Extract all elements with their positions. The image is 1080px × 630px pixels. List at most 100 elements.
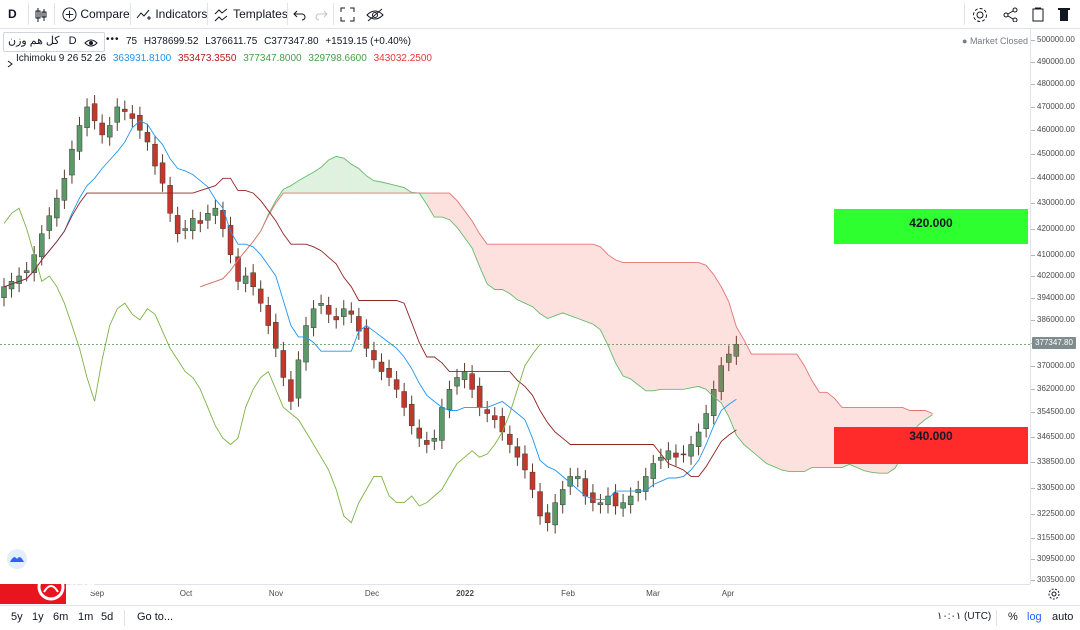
candle-body (544, 512, 551, 523)
percent-toggle[interactable]: % (1008, 611, 1018, 623)
range-1m[interactable]: 1m (78, 611, 94, 623)
toolbar-divider (964, 3, 965, 25)
more-dots-icon[interactable]: ••• (106, 34, 120, 45)
ichimoku-cloud-segment (743, 339, 752, 451)
tradingview-logo-icon[interactable] (6, 548, 28, 575)
range-5d[interactable]: 5d (101, 611, 114, 623)
tenkan-sen-line (3, 120, 737, 500)
templates-label: Templates (233, 7, 288, 21)
candle-body (658, 456, 664, 461)
ichimoku-cloud-segment (343, 158, 352, 194)
ichimoku-cloud-segment (706, 265, 714, 397)
undo-icon[interactable] (293, 4, 307, 24)
range-5y[interactable]: 5y (11, 611, 23, 623)
candle-body (220, 210, 226, 229)
ichimoku-label[interactable]: Ichimoku 9 26 52 26 (16, 53, 107, 64)
y-tick-label: 402000.00 (1037, 270, 1075, 280)
candle-body (597, 502, 604, 506)
ichimoku-cloud-segment (570, 244, 578, 319)
ichimoku-cloud-segment (804, 365, 812, 472)
price-axis[interactable]: 500000.00 490000.00 480000.00 470000.00 4600… (1030, 28, 1080, 584)
ichimoku-cloud-segment (675, 262, 684, 390)
candle-body (522, 453, 528, 471)
target-high-box[interactable]: 420.000 (834, 209, 1028, 244)
redo-icon[interactable] (314, 4, 328, 24)
candle-body (273, 322, 279, 349)
candle-body (174, 215, 181, 235)
range-1y[interactable]: 1y (32, 611, 44, 623)
candle-body (559, 489, 566, 506)
share-icon[interactable] (1003, 4, 1018, 24)
range-6m[interactable]: 6m (53, 611, 69, 623)
log-toggle[interactable]: log (1027, 611, 1042, 623)
timezone-label[interactable]: ۱۰:۰۱ (UTC) (937, 611, 992, 622)
y-tick-mark (1031, 558, 1035, 560)
auto-toggle[interactable]: auto (1052, 611, 1074, 623)
candle-body (582, 478, 589, 497)
candle-body (710, 389, 717, 416)
yjc-logo-icon (34, 570, 68, 609)
candle-body (182, 228, 188, 231)
y-tick-label: 440000.00 (1037, 173, 1075, 183)
symbol-name[interactable]: کل هم وزن (8, 35, 60, 47)
candle-body (257, 288, 264, 304)
trash-icon[interactable] (1058, 4, 1070, 24)
ichimoku-cloud-segment (691, 262, 699, 388)
ichimoku-cloud-segment (547, 244, 556, 319)
candle-body (665, 450, 672, 460)
ichimoku-cloud-segment (736, 326, 744, 445)
ichimoku-cloud-segment (608, 254, 616, 363)
y-tick-mark (1031, 411, 1035, 413)
ichimoku-cloud-segment (509, 244, 518, 300)
ichimoku-cloud-segment (728, 301, 737, 436)
compare-button[interactable]: Compare (62, 4, 130, 24)
y-tick-label: 315500.00 (1037, 533, 1075, 543)
hide-eye-icon[interactable] (366, 4, 384, 24)
axis-settings-gear-icon[interactable] (1048, 587, 1060, 605)
candle-body (356, 316, 362, 332)
goto-button[interactable]: Go to... (137, 611, 174, 623)
snapshot-icon[interactable] (1031, 4, 1045, 24)
candle-body (378, 361, 385, 372)
candle-body (650, 463, 657, 479)
ichimoku-cloud-segment (759, 354, 767, 464)
fullscreen-icon[interactable] (340, 4, 355, 24)
collapse-chevron-icon[interactable] (6, 55, 14, 73)
symbol-box[interactable] (3, 32, 105, 52)
ichimoku-cloud-segment (819, 392, 827, 468)
templates-button[interactable]: Templates (214, 4, 288, 24)
visibility-eye-icon[interactable] (84, 35, 98, 53)
ichimoku-cloud-segment (555, 244, 563, 316)
y-tick-mark (1031, 389, 1035, 391)
candle-body (590, 492, 596, 503)
candle-body (431, 437, 438, 442)
ichimoku-row: Ichimoku 9 26 52 26 363931.8100 353473.3… (16, 53, 432, 64)
y-tick-label: 370000.00 (1037, 360, 1075, 370)
x-tick-label: Sep (89, 589, 105, 598)
candle-body (393, 379, 400, 390)
candle-body (242, 275, 249, 284)
ichimoku-cloud-segment (766, 354, 775, 467)
candle-body (167, 185, 173, 214)
indicators-button[interactable]: Indicators (136, 4, 207, 24)
senkou-span-a-line (200, 155, 933, 474)
y-tick-mark (1031, 84, 1035, 86)
ichimoku-cloud-segment (668, 262, 676, 390)
toolbar-divider (333, 3, 334, 25)
ichimoku-cloud-segment (683, 262, 692, 390)
time-axis[interactable]: Sep Oct Nov Dec 2022 Feb Mar Apr (0, 584, 1030, 605)
price-chart[interactable] (0, 28, 1030, 584)
target-low-box[interactable]: 340.000 (834, 427, 1028, 464)
bottombar-divider (124, 610, 125, 626)
candle-body (514, 446, 521, 458)
candle-body (39, 233, 45, 258)
ichimoku-cloud-segment (479, 233, 488, 285)
interval-button[interactable]: D (8, 7, 17, 21)
candle-body (348, 310, 355, 315)
ichimoku-kijun-value: 353473.3550 (178, 53, 237, 64)
toolbar-divider (54, 3, 55, 25)
candle-body (718, 365, 724, 392)
candle-body (469, 373, 475, 390)
chart-type-icon[interactable] (34, 4, 48, 24)
settings-gear-icon[interactable] (972, 4, 988, 24)
